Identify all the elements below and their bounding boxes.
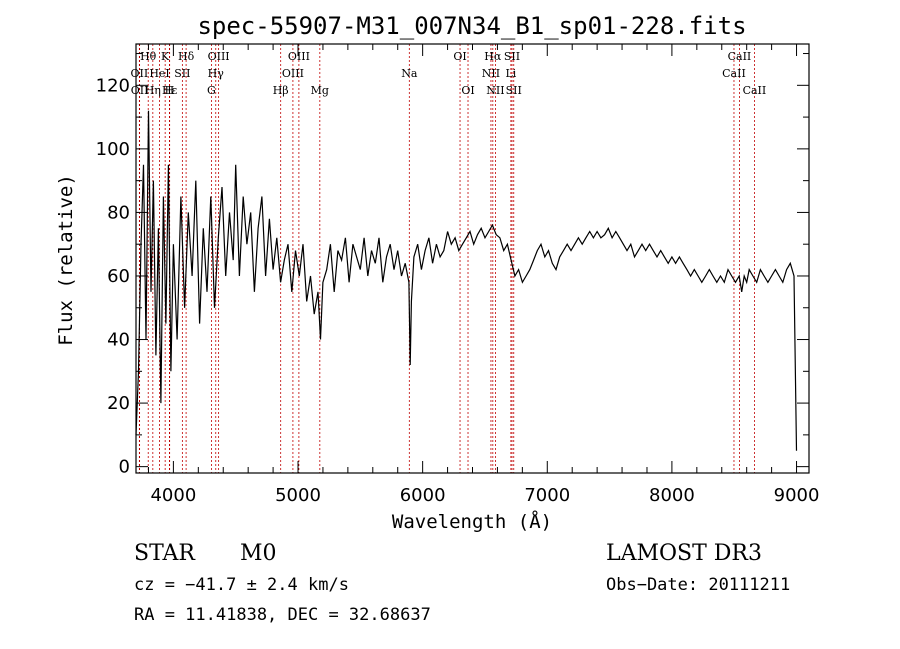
chart-title: spec-55907-M31_007N34_B1_sp01-228.fits: [197, 12, 746, 40]
emission-line-label: CaII: [728, 50, 752, 63]
emission-line-label: G: [207, 84, 216, 97]
y-tick-label: 20: [107, 393, 130, 414]
emission-line-label: Na: [401, 67, 418, 80]
emission-line-label: OII: [131, 67, 149, 80]
emission-line-label: NII: [486, 84, 504, 97]
emission-line-label: HeI: [149, 67, 169, 80]
x-tick-label: 9000: [774, 485, 820, 506]
coordinates: RA = 11.41838, DEC = 32.68637: [134, 605, 431, 625]
emission-line-label: Li: [505, 67, 516, 80]
y-tick-label: 60: [107, 266, 130, 287]
emission-line-label: Hα: [484, 50, 502, 63]
x-axis-ticks: 4000 5000 6000 7000 8000 9000: [147, 44, 820, 506]
y-tick-label: 80: [107, 202, 130, 223]
emission-line-label: OIII: [288, 50, 310, 63]
emission-line-label: NII: [482, 67, 500, 80]
y-tick-label: 0: [119, 457, 130, 478]
emission-line-label: SII: [504, 50, 520, 63]
object-subclass: M0: [240, 541, 277, 566]
emission-line-label: OII: [131, 84, 149, 97]
y-tick-label: 40: [107, 330, 130, 351]
emission-line-label: Hε: [162, 84, 178, 97]
emission-line-label: Mg: [311, 84, 329, 97]
y-tick-label: 100: [96, 139, 130, 160]
x-tick-label: 6000: [400, 485, 446, 506]
x-tick-label: 7000: [524, 485, 570, 506]
x-tick-label: 5000: [275, 485, 321, 506]
x-axis-label: Wavelength (Å): [392, 510, 552, 533]
emission-line-label: K: [161, 50, 170, 63]
x-tick-label: 8000: [649, 485, 695, 506]
survey-name: LAMOST DR3: [606, 541, 762, 566]
emission-line-label: CaII: [743, 84, 767, 97]
emission-line-label: H: [165, 84, 175, 97]
y-tick-label: 120: [96, 75, 130, 96]
emission-line-label: Hθ: [140, 50, 157, 63]
emission-line-label: SII: [506, 84, 522, 97]
y-axis-label: Flux (relative): [55, 174, 77, 346]
emission-line-label: OIII: [208, 50, 230, 63]
spectrum-line: [135, 110, 798, 451]
emission-line-label: SII: [174, 67, 190, 80]
y-axis-ticks: 0 20 40 60 80 100 120: [96, 53, 809, 478]
emission-line-label: Hγ: [208, 67, 225, 80]
observation-date: Obs−Date: 20111211: [606, 575, 790, 595]
emission-line-label: OIII: [282, 67, 304, 80]
x-tick-label: 4000: [150, 485, 196, 506]
emission-line-label: Hη: [145, 84, 161, 97]
plot-frame: [135, 43, 810, 474]
redshift-cz: cz = −41.7 ± 2.4 km/s: [134, 575, 349, 595]
emission-line-label: Hδ: [178, 50, 195, 63]
object-class: STAR: [134, 541, 196, 566]
emission-line-label: OI: [461, 84, 474, 97]
emission-line-label: Hβ: [273, 84, 289, 97]
emission-line-label: CaII: [722, 67, 746, 80]
emission-line-labels: Hθ OII OII K HeI Hη HεH SII Hδ OIII Hγ G Hβ OIII OIII M…: [131, 50, 767, 97]
emission-line-markers: [138, 44, 755, 473]
emission-line-label: OI: [453, 50, 466, 63]
